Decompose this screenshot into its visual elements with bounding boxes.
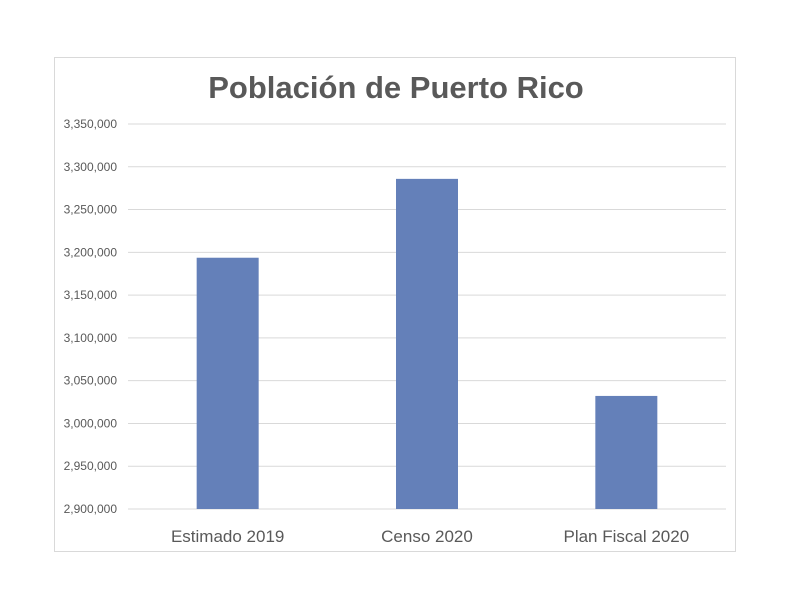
bars: [196, 178, 658, 510]
bar: [396, 178, 458, 510]
y-tick-label: 3,350,000: [64, 117, 118, 131]
x-category-label: Plan Fiscal 2020: [563, 527, 689, 546]
y-axis-labels: 2,900,000 2,950,000 3,000,000 3,050,000 3,10…: [64, 117, 118, 516]
x-category-label: Censo 2020: [381, 527, 473, 546]
bar: [196, 257, 259, 509]
y-tick-label: 2,950,000: [64, 459, 118, 473]
y-tick-label: 3,250,000: [64, 203, 118, 217]
y-tick-label: 3,050,000: [64, 374, 118, 388]
y-tick-label: 3,300,000: [64, 160, 118, 174]
y-tick-label: 3,150,000: [64, 288, 118, 302]
x-axis-labels: Estimado 2019 Censo 2020 Plan Fiscal 2020: [171, 527, 689, 546]
y-tick-label: 2,900,000: [64, 502, 118, 516]
x-category-label: Estimado 2019: [171, 527, 284, 546]
y-tick-label: 3,200,000: [64, 245, 118, 259]
bar: [595, 395, 658, 509]
y-tick-label: 3,000,000: [64, 416, 118, 430]
chart-title: Población de Puerto Rico: [208, 70, 584, 105]
y-tick-label: 3,100,000: [64, 331, 118, 345]
